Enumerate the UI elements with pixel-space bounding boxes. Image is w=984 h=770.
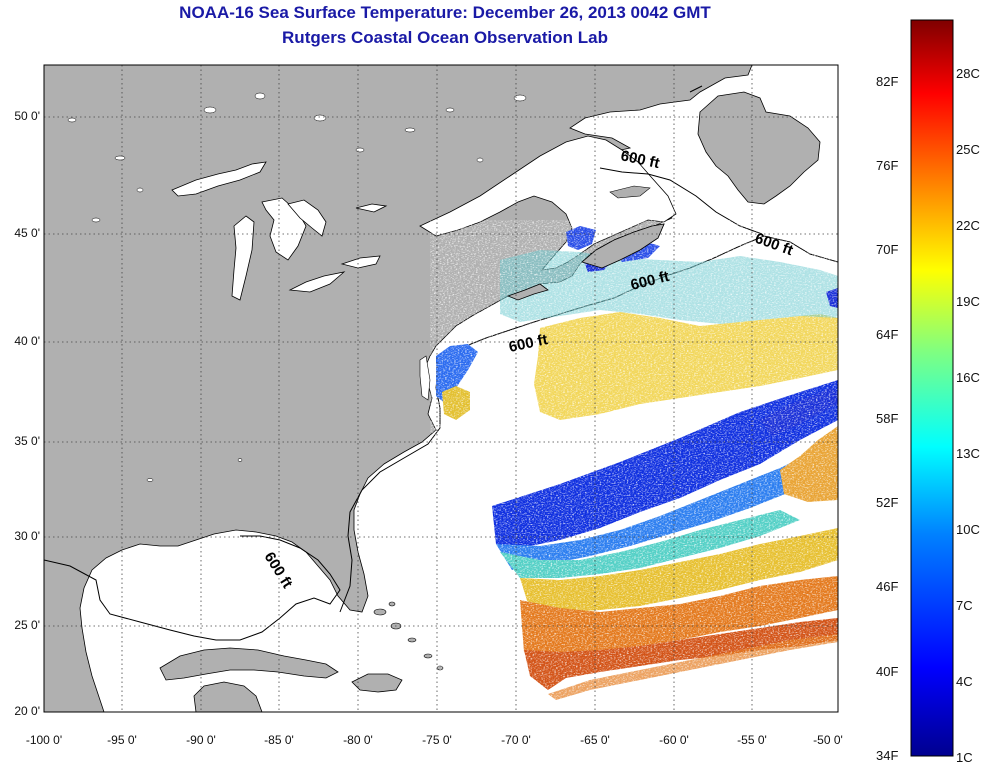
lon-label: -80 0' <box>343 733 373 747</box>
lon-label: -95 0' <box>107 733 137 747</box>
colorbar-c-label: 13C <box>956 446 980 461</box>
lon-label: -75 0' <box>422 733 452 747</box>
lat-label: 30 0' <box>14 529 40 543</box>
lon-label: -85 0' <box>264 733 294 747</box>
map-title: NOAA-16 Sea Surface Temperature: Decembe… <box>179 3 711 22</box>
lon-label: -50 0' <box>813 733 843 747</box>
lon-label: -55 0' <box>737 733 767 747</box>
newfoundland-land <box>697 91 821 205</box>
small-lakes <box>67 92 527 482</box>
colorbar-f-label: 52F <box>876 495 899 510</box>
colorbar-c-label: 4C <box>956 674 973 689</box>
lat-label: 25 0' <box>14 618 40 632</box>
colorbar-f-label: 76F <box>876 158 899 173</box>
colorbar-f-label: 40F <box>876 664 899 679</box>
anticosti-island <box>609 185 651 199</box>
chesapeake-bay <box>419 355 431 401</box>
colorbar-c-label: 22C <box>956 218 980 233</box>
colorbar-c-label: 28C <box>956 66 980 81</box>
lon-label: -100 0' <box>25 733 63 747</box>
lat-label: 35 0' <box>14 434 40 448</box>
cloud-mask-noise <box>430 220 838 710</box>
colorbar-f-label: 58F <box>876 411 899 426</box>
graticule <box>44 65 838 712</box>
colorbar-c-label: 19C <box>956 294 980 309</box>
lon-label: -90 0' <box>186 733 216 747</box>
map-subtitle: Rutgers Coastal Ocean Observation Lab <box>282 28 608 47</box>
lat-label: 45 0' <box>14 226 40 240</box>
colorbar-f-label: 34F <box>876 748 899 763</box>
great-lakes <box>171 161 388 301</box>
colorbar-f-label: 64F <box>876 327 899 342</box>
lat-label: 20 0' <box>14 704 40 718</box>
colorbar-c-label: 1C <box>956 750 973 765</box>
colorbar-c-label: 16C <box>956 370 980 385</box>
colorbar-f-label: 70F <box>876 242 899 257</box>
lon-label: -60 0' <box>659 733 689 747</box>
colorbar-c-label: 25C <box>956 142 980 157</box>
colorbar-f-label: 46F <box>876 579 899 594</box>
coast-overlay <box>506 223 665 301</box>
hispaniola-land <box>351 673 403 693</box>
colorbar-c-label: 10C <box>956 522 980 537</box>
cuba-land <box>159 647 339 681</box>
lat-label: 50 0' <box>14 109 40 123</box>
lon-label: -70 0' <box>501 733 531 747</box>
colorbar-f-label: 82F <box>876 74 899 89</box>
lon-label: -65 0' <box>580 733 610 747</box>
lat-label: 40 0' <box>14 334 40 348</box>
colorbar-c-label: 7C <box>956 598 973 613</box>
colorbar <box>910 19 954 757</box>
yucatan-land <box>193 681 263 712</box>
